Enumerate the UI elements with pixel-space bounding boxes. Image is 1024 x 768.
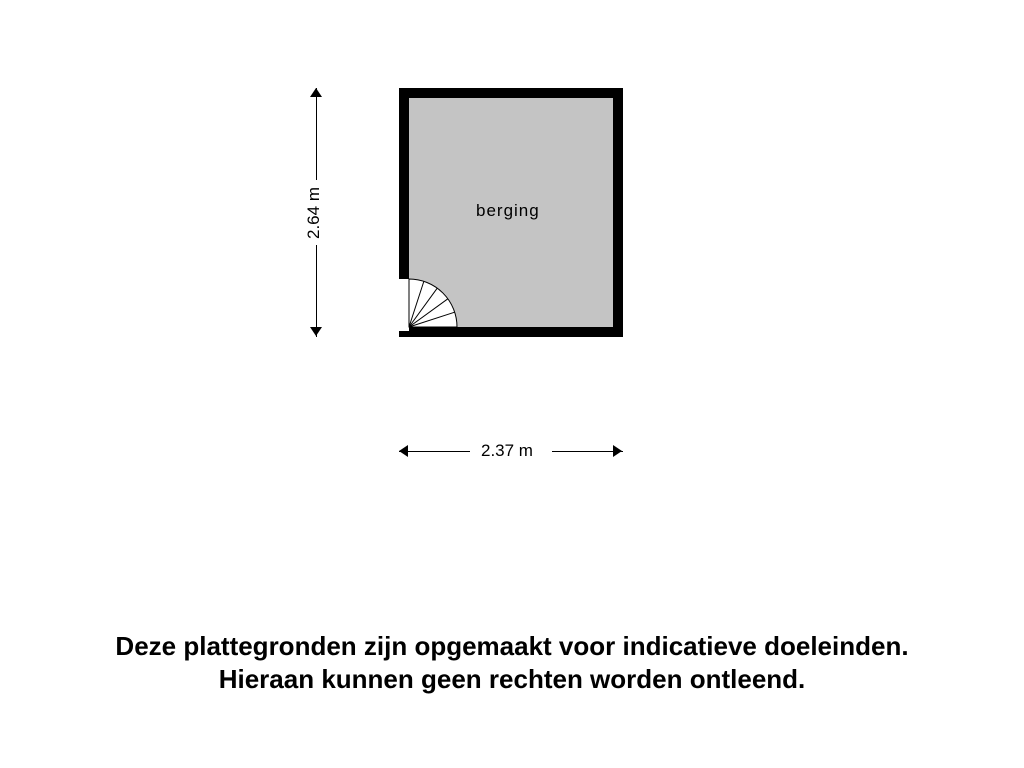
dimension-arrow-left bbox=[399, 445, 408, 457]
door-swing-arc bbox=[407, 277, 459, 329]
dimension-line-vertical-top bbox=[316, 88, 317, 180]
dimension-label-width: 2.37 m bbox=[481, 441, 533, 461]
dimension-label-height: 2.64 m bbox=[304, 187, 324, 239]
dimension-line-horizontal-right bbox=[552, 451, 623, 452]
dimension-arrow-down bbox=[310, 327, 322, 336]
disclaimer-line1: Deze plattegronden zijn opgemaakt voor i… bbox=[115, 631, 908, 661]
disclaimer-text: Deze plattegronden zijn opgemaakt voor i… bbox=[0, 630, 1024, 696]
dimension-line-horizontal-left bbox=[399, 451, 470, 452]
dimension-line-vertical-bottom bbox=[316, 245, 317, 337]
dimension-arrow-right bbox=[613, 445, 622, 457]
dimension-arrow-up bbox=[310, 88, 322, 97]
floorplan-canvas: berging 2.64 m 2.37 m Deze plattegronden… bbox=[0, 0, 1024, 768]
room-label: berging bbox=[476, 201, 540, 221]
disclaimer-line2: Hieraan kunnen geen rechten worden ontle… bbox=[219, 664, 806, 694]
